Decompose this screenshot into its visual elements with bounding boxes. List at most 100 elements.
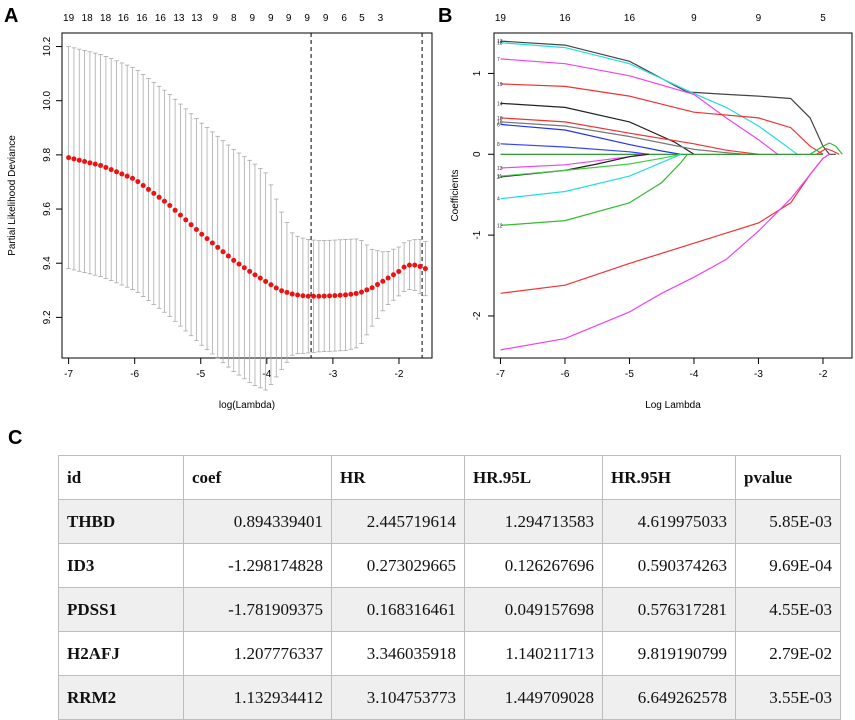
coefficient-path-line	[809, 142, 843, 155]
top-axis-count-label: 16	[155, 13, 167, 24]
path-start-label: 6	[497, 122, 500, 128]
top-axis-count-label: 19	[63, 13, 75, 24]
x-tick-label: -5	[625, 369, 634, 380]
gene-id-cell: THBD	[58, 499, 184, 544]
top-axis-count-label: 9	[323, 13, 329, 24]
value-cell: 3.55E-03	[735, 675, 841, 720]
table-row: THBD 0.894339401 2.445719614 1.294713583 4.6…	[58, 499, 841, 544]
coefficient-path-line	[500, 123, 682, 155]
top-axis-count-label: 9	[250, 13, 256, 24]
value-cell: 9.69E-04	[735, 543, 841, 588]
value-cell: 1.294713583	[464, 499, 603, 544]
deviance-point	[316, 293, 322, 299]
top-axis-count-label: 9	[304, 13, 310, 24]
deviance-point	[71, 156, 77, 162]
coefficient-table: id coef HR HR.95L HR.95H pvalue THBD 0.8943394…	[58, 455, 841, 720]
value-cell: 1.132934412	[183, 675, 332, 720]
y-tick-label: -2	[472, 311, 483, 320]
path-start-label: 18	[497, 41, 503, 47]
table-row: ID3 -1.298174828 0.273029665 0.126267696 0.5…	[58, 543, 841, 588]
value-cell: 2.79E-02	[735, 631, 841, 676]
top-axis-count-label: 13	[191, 13, 203, 24]
y-tick-label: 9.6	[42, 202, 53, 216]
x-tick-label: -4	[690, 369, 699, 380]
coefficient-path-line	[500, 153, 682, 177]
deviance-point	[156, 194, 162, 200]
top-axis-count-label: 16	[118, 13, 130, 24]
deviance-point	[295, 292, 301, 298]
x-axis-title: Log Lambda	[645, 400, 701, 411]
value-cell: 1.449709028	[464, 675, 603, 720]
value-cell: 0.590374263	[602, 543, 736, 588]
path-start-label: 19	[497, 82, 503, 88]
coefficient-path-line	[500, 117, 759, 155]
path-start-label: 17	[497, 39, 503, 45]
deviance-point	[231, 257, 237, 263]
deviance-point	[82, 159, 88, 165]
panel-label-b: B	[438, 5, 452, 27]
column-header: pvalue	[735, 455, 841, 500]
coefficient-path-line	[500, 153, 830, 294]
deviance-point	[135, 179, 141, 185]
deviance-point	[412, 262, 418, 268]
deviance-point	[406, 262, 412, 268]
x-tick-label: -7	[64, 369, 73, 380]
table-header-row: id coef HR HR.95L HR.95H pvalue	[58, 455, 841, 500]
path-start-label: 3	[497, 175, 500, 181]
deviance-point	[300, 293, 306, 299]
deviance-point	[417, 263, 423, 269]
coefficient-path-line	[500, 153, 688, 226]
deviance-point	[247, 268, 253, 274]
value-cell: -1.298174828	[183, 543, 332, 588]
deviance-point	[177, 212, 183, 218]
path-start-label: 14	[497, 101, 503, 107]
deviance-point	[193, 227, 199, 233]
panel-b-coefficient-paths-chart: -7 -6 -5 -4 -3 -2 -2 -1 0 1 19 16 16 9 9 5 Log Lambda Coe…	[450, 13, 853, 411]
deviance-point	[401, 264, 407, 270]
panel-label-a: A	[4, 5, 18, 27]
value-cell: 1.140211713	[464, 631, 603, 676]
path-start-label: 16	[497, 120, 503, 126]
panel-a-cv-deviance-chart: -7 -6 -5 -4 -3 -2 9.2 9.4 9.6 9.8 10.0 10.2 19 18 18 16…	[7, 13, 433, 411]
y-tick-label: -1	[472, 230, 483, 239]
table-row: PDSS1 -1.781909375 0.168316461 0.049157698 0…	[58, 587, 841, 632]
table-row: RRM2 1.132934412 3.104753773 1.449709028 6.6…	[58, 675, 841, 720]
top-axis-count-label: 8	[231, 13, 237, 24]
deviance-point	[268, 282, 274, 288]
path-start-label: 13	[497, 166, 503, 172]
value-cell: 3.104753773	[331, 675, 465, 720]
deviance-point	[385, 275, 391, 281]
deviance-point	[236, 261, 242, 267]
coefficient-path-line	[500, 153, 649, 178]
deviance-point	[124, 173, 130, 179]
coefficient-path-line	[816, 147, 840, 155]
y-tick-label: 9.2	[42, 310, 53, 324]
top-axis-count-label: 16	[624, 13, 636, 24]
path-start-label: 12	[497, 223, 503, 229]
deviance-point	[369, 285, 375, 291]
deviance-point	[332, 293, 338, 299]
coefficient-path-line	[500, 102, 695, 155]
deviance-point	[380, 278, 386, 284]
y-axis-title: Partial Likelihood Deviance	[7, 135, 18, 256]
value-cell: 0.576317281	[602, 587, 736, 632]
deviance-point	[145, 186, 151, 192]
deviance-point	[311, 293, 317, 299]
value-cell: 2.445719614	[331, 499, 465, 544]
deviance-point	[273, 285, 279, 291]
deviance-point	[279, 288, 285, 294]
deviance-point	[396, 268, 402, 274]
y-tick-label: 1	[472, 70, 483, 76]
deviance-point	[66, 155, 72, 161]
deviance-point	[263, 278, 269, 284]
y-tick-label: 0	[472, 151, 483, 157]
x-tick-label: -6	[130, 369, 139, 380]
value-cell: 3.346035918	[331, 631, 465, 676]
deviance-point	[241, 265, 247, 271]
top-axis-count-label: 3	[378, 13, 384, 24]
deviance-point	[364, 287, 370, 293]
deviance-point	[284, 289, 290, 295]
value-cell: 0.126267696	[464, 543, 603, 588]
deviance-point	[199, 231, 205, 237]
x-tick-label: -3	[754, 369, 763, 380]
